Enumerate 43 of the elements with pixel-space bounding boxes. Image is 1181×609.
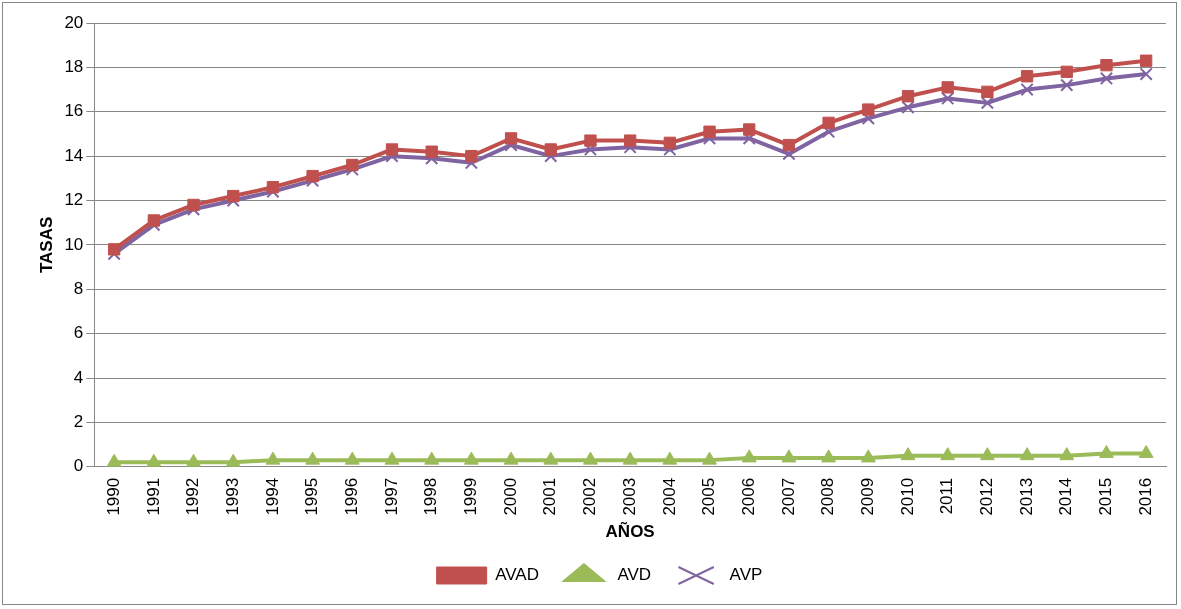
- x-tick-label: 2016: [1135, 477, 1155, 516]
- x-tick-label: 1998: [421, 477, 441, 516]
- y-tick-label: 6: [73, 323, 84, 343]
- y-tick-label: 16: [64, 101, 84, 121]
- y-tick-label: 2: [73, 412, 84, 432]
- y-tick-label: 20: [64, 12, 84, 32]
- x-tick-label: 2014: [1056, 477, 1076, 516]
- x-tick-label: 1996: [342, 477, 361, 516]
- y-tick-label: 10: [64, 234, 84, 254]
- x-tick-label: 1997: [381, 477, 401, 516]
- x-tick-label: 2011: [937, 477, 957, 515]
- x-tick-label: 2009: [858, 477, 877, 516]
- y-tick-label: 8: [73, 278, 84, 298]
- y-tick-label: 12: [64, 190, 84, 210]
- x-tick-label: 2002: [580, 477, 600, 516]
- x-tick-label: 1992: [183, 477, 203, 516]
- x-tick-label: 1999: [461, 477, 481, 516]
- x-tick-label: 2001: [540, 477, 560, 516]
- x-tick-label: 1991: [143, 477, 163, 516]
- x-tick-label: 2013: [1016, 477, 1036, 516]
- x-axis-title: AÑOS: [605, 521, 655, 542]
- y-tick-label: 18: [64, 57, 84, 77]
- y-tick-label: 14: [64, 145, 84, 165]
- x-tick-label: 2015: [1096, 477, 1116, 516]
- x-tick-label: 1993: [222, 477, 242, 516]
- y-tick-label: 0: [73, 456, 84, 476]
- y-tick-label: 4: [73, 367, 84, 387]
- x-tick-label: 2005: [699, 477, 719, 516]
- legend-label: AVP: [729, 565, 763, 585]
- x-tick-label: 1995: [302, 477, 322, 516]
- x-tick-label: 2012: [977, 477, 997, 516]
- legend-label: AVAD: [495, 565, 539, 585]
- x-tick-label: 2008: [818, 477, 838, 516]
- x-tick-label: 2003: [619, 477, 639, 516]
- x-tick-label: 2010: [897, 477, 917, 516]
- x-tick-label: 2000: [500, 477, 520, 516]
- legend-label: AVD: [617, 565, 652, 585]
- x-tick-label: 2007: [778, 477, 798, 516]
- y-axis-title: TASAS: [36, 216, 56, 274]
- x-tick-label: 1990: [103, 477, 123, 516]
- x-tick-label: 2006: [738, 477, 758, 516]
- x-tick-label: 2004: [659, 477, 679, 516]
- x-tick-label: 1994: [262, 477, 282, 516]
